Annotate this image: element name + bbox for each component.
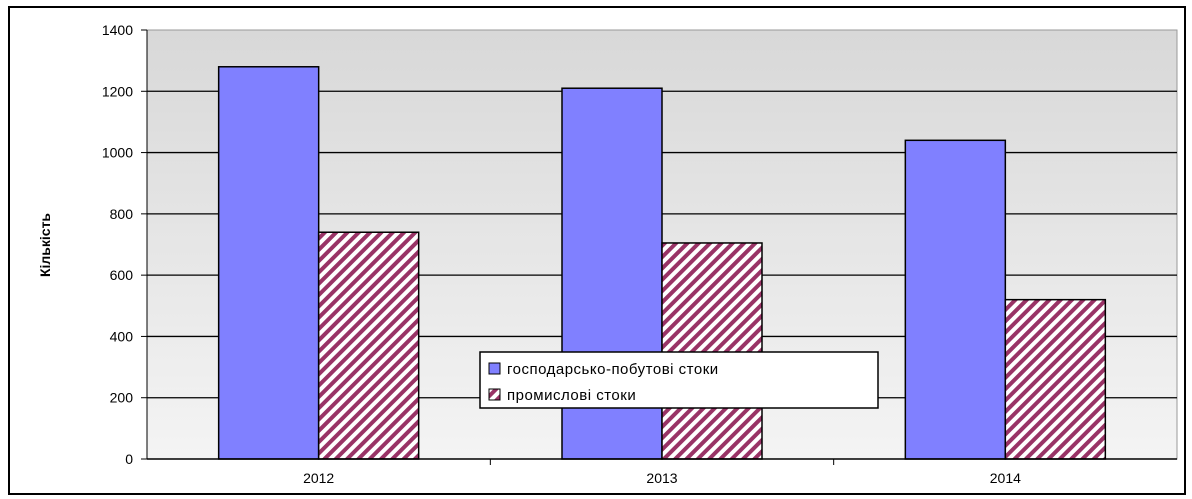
y-tick-label: 1400 <box>102 22 133 38</box>
x-axis-ticks: 2012 2013 2014 <box>303 459 1021 486</box>
y-tick-label: 600 <box>110 267 134 283</box>
x-tick-label: 2013 <box>646 470 677 486</box>
bar-series-1-2014 <box>904 139 1007 460</box>
y-tick-label: 800 <box>110 206 134 222</box>
y-tick-label: 1000 <box>102 145 133 161</box>
legend-label-series-2: промислові стоки <box>507 387 636 404</box>
y-tick-label: 200 <box>110 390 134 406</box>
bar-series-2-2014 <box>1004 298 1107 460</box>
bars <box>217 66 1107 460</box>
y-tick-label: 400 <box>110 328 134 344</box>
bar-series-1-2012 <box>217 66 320 460</box>
legend-label-series-1: господарсько-побутові стоки <box>507 361 719 378</box>
y-axis-ticks: 0 200 400 600 800 1000 1200 1400 <box>102 22 147 467</box>
bar-series-2-2012 <box>317 231 420 460</box>
y-tick-label: 0 <box>125 451 133 467</box>
x-tick-label: 2014 <box>990 470 1021 486</box>
x-tick-label: 2012 <box>303 470 334 486</box>
bar-series-2-2013 <box>661 242 763 460</box>
legend-swatch-series-1 <box>488 362 501 375</box>
legend: господарсько-побутові стоки промислові с… <box>479 351 879 409</box>
y-tick-label: 1200 <box>102 83 133 99</box>
y-axis-label: Кількість <box>37 213 53 277</box>
legend-swatch-series-2 <box>488 388 501 401</box>
legend-box <box>479 351 879 409</box>
